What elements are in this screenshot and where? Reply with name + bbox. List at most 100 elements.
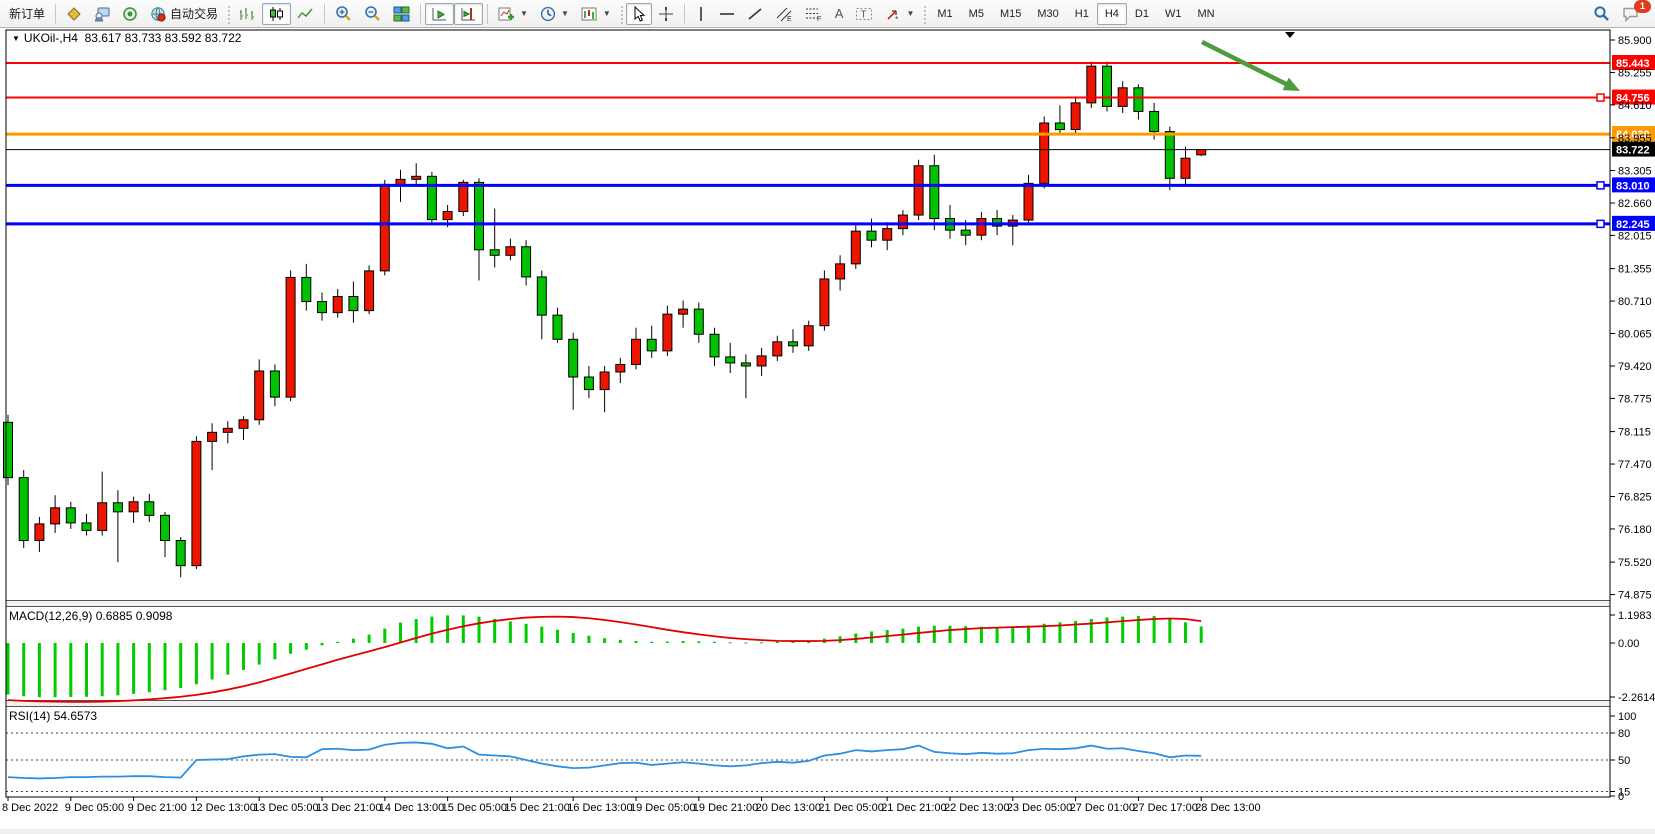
- price-tick-label: 83.305: [1618, 166, 1652, 178]
- macd-histogram-bar: [618, 639, 622, 643]
- notifications-button[interactable]: 1: [1616, 0, 1651, 25]
- timeframe-button-d1[interactable]: D1: [1127, 3, 1157, 25]
- macd-histogram-bar: [650, 641, 654, 643]
- time-tick-label: 16 Dec 13:00: [567, 802, 632, 814]
- periods-button[interactable]: ▼: [534, 3, 575, 25]
- navigator-button[interactable]: [116, 3, 144, 25]
- market-watch-button[interactable]: [60, 3, 88, 25]
- macd-histogram-bar: [226, 643, 230, 675]
- timeframe-button-w1[interactable]: W1: [1157, 3, 1190, 25]
- bar-chart-mode-button[interactable]: [233, 3, 262, 25]
- candle: [348, 296, 359, 312]
- candle: [254, 370, 265, 421]
- candle: [866, 230, 877, 241]
- candle: [144, 501, 155, 516]
- chart-shift-button[interactable]: [454, 2, 484, 25]
- macd-histogram-bar: [399, 622, 402, 643]
- rsi-layer: [6, 732, 1610, 792]
- price-tick-label: 74.875: [1618, 590, 1652, 602]
- vertical-line-tool-button[interactable]: [689, 3, 713, 25]
- trend-arrow[interactable]: [1200, 39, 1300, 91]
- text-label-tool-button[interactable]: T: [849, 3, 879, 25]
- candle: [1070, 102, 1081, 131]
- macd-histogram-bar: [760, 642, 764, 644]
- horizontal-line-tool-button[interactable]: [713, 3, 741, 25]
- price-badge-label: 82.245: [1616, 219, 1650, 231]
- timeframe-button-m15[interactable]: M15: [992, 3, 1029, 25]
- candle: [285, 276, 296, 398]
- crosshair-tool-button[interactable]: [652, 3, 680, 25]
- template-icon: [581, 6, 598, 22]
- toolbar-separator: [324, 3, 326, 24]
- price-tick-label: 80.065: [1618, 329, 1652, 341]
- timeframe-button-m5[interactable]: M5: [961, 3, 992, 25]
- candle: [1039, 122, 1050, 184]
- auto-trading-icon: [150, 6, 166, 22]
- candle: [112, 502, 123, 513]
- macd-histogram-bar: [461, 615, 465, 643]
- text-tool-button[interactable]: A: [829, 3, 850, 25]
- fibonacci-tool-button[interactable]: F: [799, 3, 829, 25]
- candle: [788, 341, 798, 347]
- equidistant-channel-icon: E: [775, 6, 793, 22]
- macd-histogram-bar: [1168, 618, 1172, 643]
- new-order-button[interactable]: 新订单: [3, 3, 51, 25]
- trendline-tool-button[interactable]: [741, 3, 769, 25]
- candle: [426, 175, 437, 221]
- macd-histogram-bar: [1152, 616, 1156, 643]
- price-badge-label: 83.010: [1616, 180, 1650, 192]
- line-chart-mode-button[interactable]: [291, 3, 320, 25]
- zoom-out-button[interactable]: [358, 3, 387, 25]
- macd-histogram-bar: [932, 625, 936, 643]
- search-button[interactable]: [1587, 3, 1616, 25]
- candle: [992, 218, 1003, 227]
- candle: [474, 181, 484, 251]
- time-tick-label: 15 Dec 21:00: [504, 802, 569, 814]
- macd-histogram-bar: [713, 641, 716, 643]
- price-tick-label: 83.955: [1618, 133, 1652, 145]
- macd-histogram-bar: [979, 626, 983, 643]
- time-tick-label: 13 Dec 05:00: [253, 802, 318, 814]
- candle: [1180, 157, 1191, 179]
- price-tick-label: 82.015: [1618, 230, 1652, 242]
- templates-button[interactable]: ▼: [575, 3, 617, 25]
- rsi-tick-label: 100: [1618, 711, 1636, 723]
- candle: [128, 501, 139, 513]
- timeframe-button-h1[interactable]: H1: [1067, 3, 1097, 25]
- timeframe-button-h4[interactable]: H4: [1096, 2, 1127, 25]
- candlestick-mode-button[interactable]: [262, 2, 292, 25]
- tile-windows-button[interactable]: [387, 3, 416, 25]
- auto-scroll-button[interactable]: [425, 2, 455, 25]
- line-handle[interactable]: [1596, 219, 1605, 229]
- price-tick-label: 78.115: [1618, 427, 1651, 439]
- line-handle[interactable]: [1596, 181, 1605, 190]
- vertical-line-icon: [695, 6, 707, 22]
- timeframe-button-mn[interactable]: MN: [1189, 3, 1222, 25]
- arrows-tool-button[interactable]: ▼: [879, 3, 920, 25]
- data-window-button[interactable]: [88, 3, 116, 25]
- candle: [646, 338, 657, 352]
- timeframe-button-m30[interactable]: M30: [1029, 3, 1066, 25]
- candle: [976, 218, 987, 236]
- candle: [175, 539, 186, 567]
- indicators-button[interactable]: ▼: [492, 3, 534, 25]
- macd-histogram-bar: [775, 641, 779, 643]
- panel-splitter[interactable]: [6, 600, 1610, 607]
- auto-trading-button[interactable]: 自动交易: [144, 3, 224, 25]
- macd-histogram-bar: [1105, 617, 1109, 643]
- zoom-in-button[interactable]: [329, 3, 358, 25]
- price-badge-label: 84.756: [1616, 93, 1650, 105]
- price-axis: 85.900 85.255 84.610 83.955 83.305 82.660 82.0…: [1610, 35, 1655, 803]
- candle: [442, 211, 453, 221]
- cursor-icon: [632, 5, 646, 22]
- candle: [1086, 65, 1097, 104]
- panel-splitter[interactable]: [6, 700, 1610, 707]
- channel-tool-button[interactable]: E: [769, 3, 799, 25]
- macd-histogram-bar: [179, 643, 183, 689]
- macd-histogram-bar: [603, 638, 607, 643]
- navigator-icon: [122, 6, 138, 22]
- line-handle[interactable]: [1596, 93, 1605, 102]
- macd-histogram-bar: [147, 643, 151, 693]
- timeframe-button-m1[interactable]: M1: [929, 3, 960, 25]
- cursor-tool-button[interactable]: [625, 2, 652, 25]
